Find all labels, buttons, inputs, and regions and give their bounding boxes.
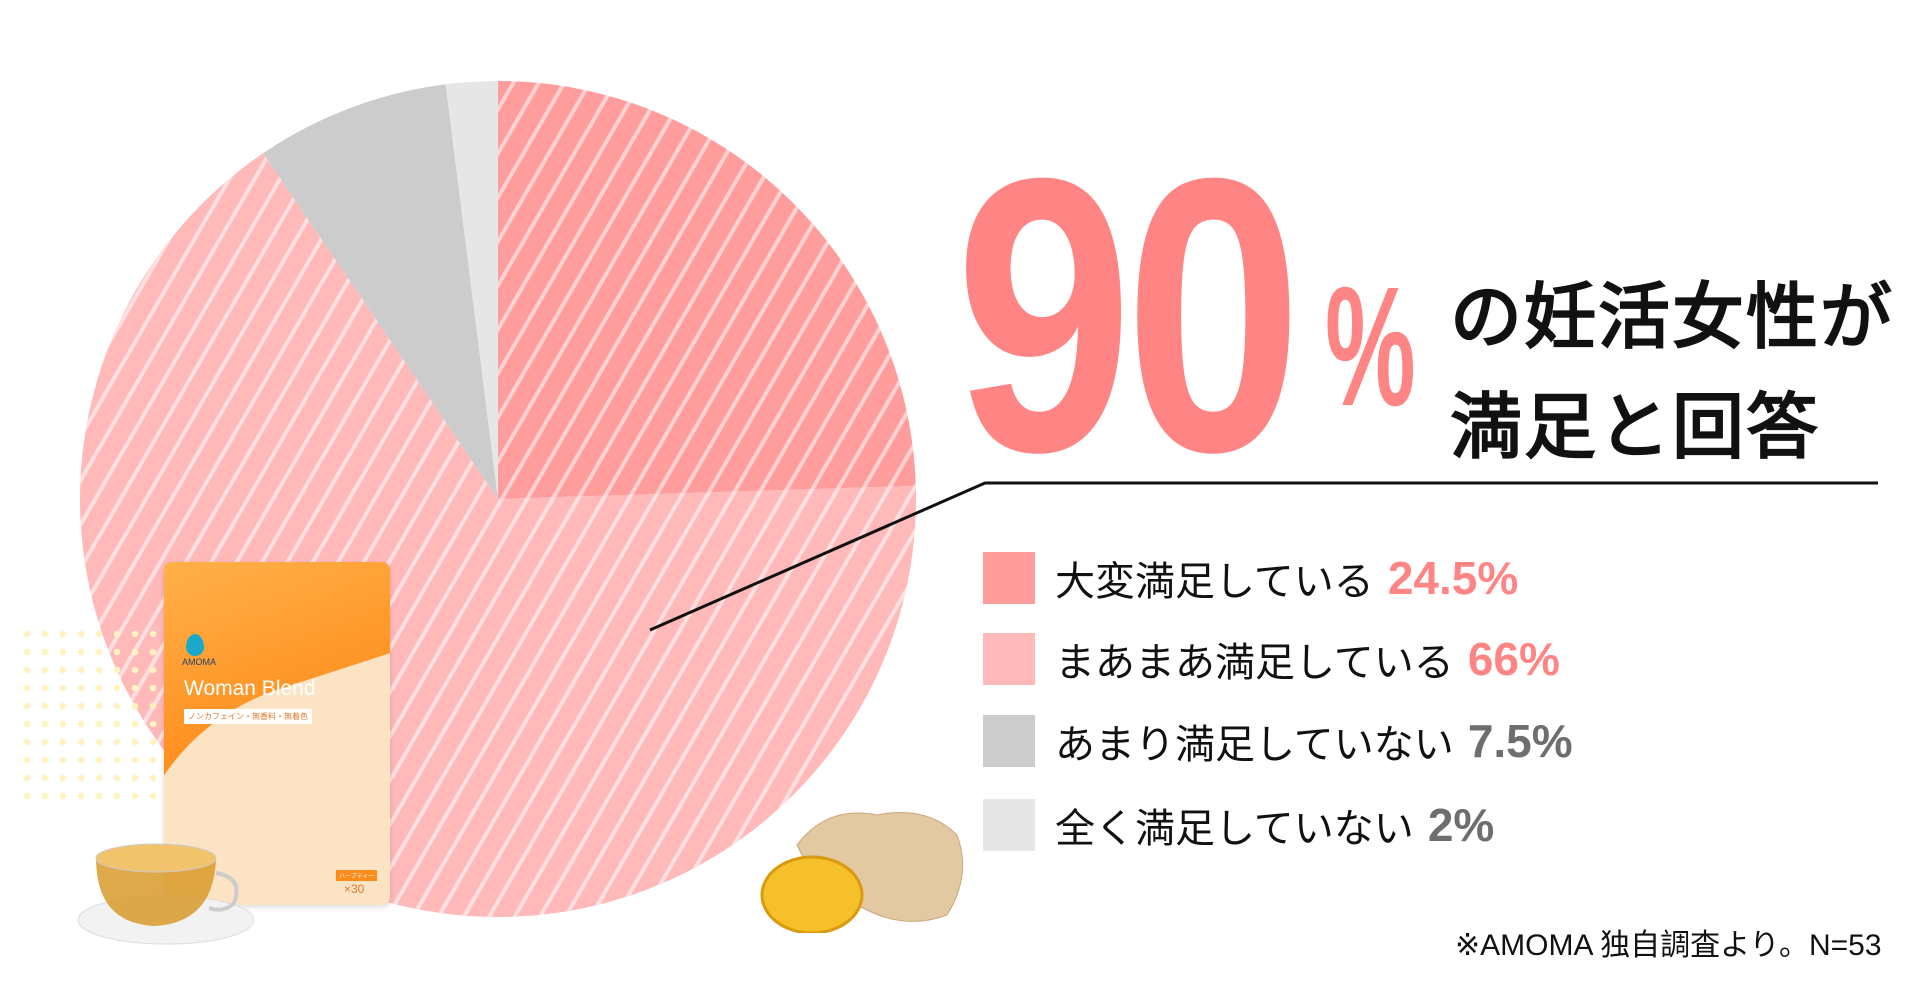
legend-value: 24.5%: [1387, 552, 1519, 604]
product-count: ×30: [344, 882, 365, 896]
legend-value: 7.5%: [1467, 715, 1573, 767]
pie-slice: [263, 84, 498, 500]
ginger-image: [760, 812, 964, 933]
callout-line: [649, 481, 1878, 632]
legend-value: 2%: [1427, 799, 1495, 851]
pie-slice-stripes: [498, 81, 916, 499]
legend-value: 66%: [1467, 633, 1560, 685]
dot-pattern-decoration: [18, 625, 168, 810]
pie-slice: [445, 81, 498, 499]
legend-item: まあまあ満足している 66%: [983, 633, 1560, 685]
legend-swatch: [983, 633, 1035, 685]
headline-line-2: 満足と回答: [1450, 388, 1821, 468]
legend-label: 大変満足している: [1055, 560, 1374, 604]
legend-label: まあまあ満足している: [1055, 641, 1454, 685]
headline-line-1: の妊活女性が: [1450, 278, 1895, 358]
product-name: Woman Blend: [184, 677, 316, 700]
legend-label: 全く満足していない: [1055, 807, 1414, 851]
legend-item: あまり満足していない 7.5%: [983, 715, 1573, 767]
product-pouch-image: AMOMA Woman Blend ノンカフェイン・無香料・無着色 ハーブティー…: [164, 562, 390, 905]
footnote: ※AMOMA 独自調査より。N=53: [1455, 929, 1882, 962]
headline-number: 90: [955, 97, 1303, 533]
tea-cup-image: [77, 843, 255, 945]
headline-percent: %: [1325, 252, 1416, 442]
legend-swatch: [983, 552, 1035, 604]
legend-item: 全く満足していない 2%: [983, 799, 1494, 851]
legend-label: あまり満足していない: [1055, 723, 1454, 767]
product-subtitle: ノンカフェイン・無香料・無着色: [184, 709, 312, 724]
product-type-label: ハーブティー: [336, 870, 378, 881]
legend-swatch: [983, 715, 1035, 767]
product-brand: AMOMA: [182, 657, 217, 667]
legend-swatch: [983, 799, 1035, 851]
legend-item: 大変満足している 24.5%: [983, 552, 1518, 604]
brand-drop-icon: [186, 634, 204, 656]
